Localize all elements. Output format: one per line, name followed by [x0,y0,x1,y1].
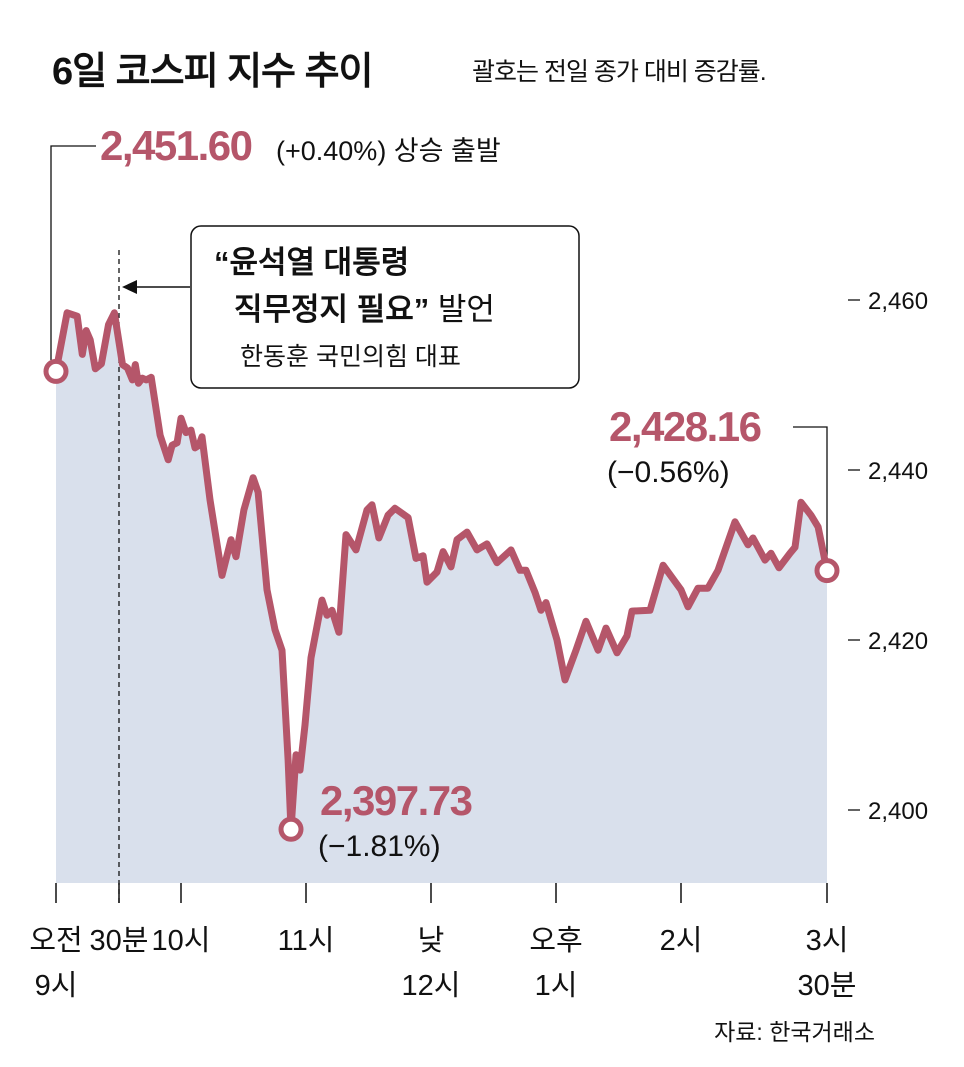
open-marker [43,358,69,384]
y-tick-label: 2,460 [868,288,928,315]
x-tick-label: 10시 [152,925,211,957]
x-tick-label: 12시 [402,970,461,1002]
low-note: (−1.81%) [318,830,441,863]
event-quote-line2-group: 직무정지 필요” 발언 [234,292,495,327]
event-quote-line1: “윤석열 대통령 [214,245,409,280]
chart-subtitle: 괄호는 전일 종가 대비 증감률. [472,58,767,86]
y-tick-label: 2,440 [868,458,928,485]
x-tick-label: 오전 [29,925,82,957]
close-note: (−0.56%) [607,456,730,489]
low-marker [278,816,304,842]
low-value: 2,397.73 [320,777,472,824]
source-label: 자료: 한국거래소 [714,1019,875,1045]
index-line [52,309,831,833]
y-tick-label: 2,420 [868,628,928,655]
x-tick-label: 낮 [418,925,445,957]
close-marker [814,558,840,584]
y-tick-label: 2,400 [868,798,928,825]
close-value: 2,428.16 [609,403,761,450]
x-tick-label: 3시 [806,925,849,957]
x-tick-label: 오후 [529,925,582,957]
x-tick-label: 1시 [535,970,578,1002]
x-tick-label: 30분 [798,970,857,1002]
event-quote-suffix: 발언 [429,292,495,327]
x-tick-label: 2시 [660,925,703,957]
x-tick-label: 11시 [278,925,335,957]
open-value: 2,451.60 [100,122,252,169]
open-leader-line [50,145,96,360]
x-tick-label: 30분 [90,925,149,957]
area-fill [56,312,827,883]
event-speaker: 한동훈 국민의힘 대표 [240,343,461,371]
event-arrow-icon [122,280,137,294]
event-callout-box [190,225,580,389]
chart-title: 6일 코스피 지수 추이 [52,51,373,93]
open-note: (+0.40%) 상승 출발 [276,136,501,166]
event-quote-line2: 직무정지 필요” [234,292,429,327]
close-leader-line [793,426,828,556]
x-tick-label: 9시 [35,970,78,1002]
